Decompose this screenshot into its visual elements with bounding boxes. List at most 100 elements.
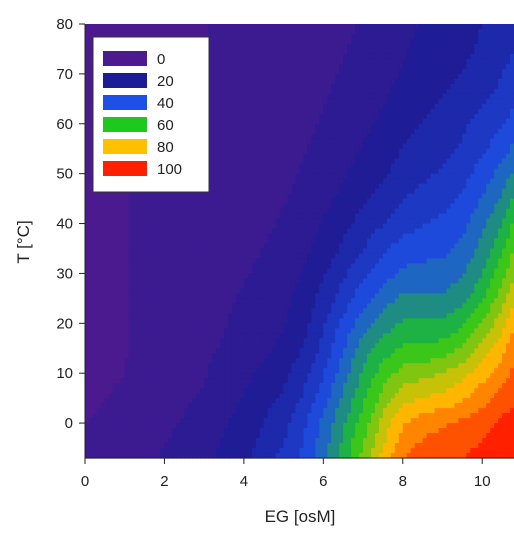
contour-cell [418, 113, 424, 120]
contour-cell [454, 118, 459, 125]
contour-cell [398, 133, 404, 140]
contour-cell [386, 53, 392, 60]
contour-cell [331, 138, 336, 145]
contour-cell [454, 183, 459, 190]
contour-cell [394, 103, 400, 110]
contour-cell [311, 63, 316, 70]
contour-cell [283, 78, 289, 85]
contour-cell [331, 24, 336, 30]
contour-cell [351, 173, 356, 180]
contour-cell [279, 128, 285, 135]
contour-cell [243, 228, 249, 235]
contour-cell [474, 78, 479, 85]
contour-cell [347, 123, 352, 130]
contour-cell [255, 98, 261, 105]
contour-cell [160, 218, 166, 225]
contour-cell [446, 33, 452, 40]
contour-cell [315, 228, 320, 235]
contour-cell [418, 243, 424, 250]
contour-cell [144, 233, 150, 240]
contour-cell [263, 143, 269, 150]
contour-cell [228, 173, 233, 180]
contour-cell [422, 163, 428, 170]
contour-cell [335, 98, 340, 105]
contour-cell [263, 113, 269, 120]
contour-cell [251, 103, 257, 110]
contour-cell [104, 238, 110, 245]
contour-cell [307, 108, 313, 115]
contour-cell [255, 143, 261, 150]
contour-cell [434, 63, 440, 70]
contour-cell [283, 103, 289, 110]
contour-cell [386, 88, 392, 95]
contour-cell [140, 223, 146, 230]
contour-cell [347, 33, 352, 40]
contour-cell [323, 168, 328, 175]
contour-cell [196, 213, 201, 220]
contour-cell [402, 173, 408, 180]
contour-cell [104, 223, 110, 230]
contour-cell [363, 24, 368, 30]
contour-cell [374, 33, 380, 40]
contour-cell [124, 198, 130, 205]
contour-cell [228, 238, 233, 245]
contour-cell [239, 248, 245, 255]
contour-cell [418, 178, 424, 185]
contour-cell [442, 68, 448, 75]
contour-cell [374, 103, 380, 110]
contour-cell [311, 138, 316, 145]
contour-cell [426, 83, 432, 90]
contour-cell [430, 163, 436, 170]
contour-cell [112, 248, 118, 255]
contour-cell [239, 88, 245, 95]
contour-cell [414, 108, 420, 115]
contour-cell [303, 73, 309, 80]
contour-cell [422, 183, 428, 190]
contour-cell [247, 83, 253, 90]
contour-cell [180, 28, 185, 35]
contour-cell [470, 78, 475, 85]
contour-cell [255, 178, 261, 185]
contour-cell [386, 243, 392, 250]
contour-cell [418, 53, 424, 60]
contour-cell [255, 53, 261, 60]
contour-cell [287, 168, 293, 175]
contour-cell [275, 218, 281, 225]
contour-cell [478, 183, 483, 190]
contour-cell [120, 253, 126, 260]
contour-cell [275, 208, 281, 215]
contour-cell [470, 153, 475, 160]
contour-cell [454, 188, 459, 195]
contour-cell [271, 248, 277, 255]
contour-cell [351, 193, 356, 200]
contour-cell [327, 78, 332, 85]
contour-cell [279, 63, 285, 70]
contour-cell [339, 233, 344, 240]
contour-cell [331, 163, 336, 170]
contour-cell [382, 68, 388, 75]
contour-cell [494, 33, 499, 40]
contour-cell [251, 173, 257, 180]
contour-cell [371, 178, 376, 185]
contour-cell [510, 118, 514, 125]
contour-cell [267, 148, 273, 155]
contour-cell [430, 73, 436, 80]
contour-cell [470, 103, 475, 110]
contour-cell [466, 178, 471, 185]
contour-cell [275, 193, 281, 200]
contour-cell [490, 78, 495, 85]
contour-cell [279, 173, 285, 180]
contour-cell [176, 253, 181, 260]
contour-cell [398, 113, 404, 120]
contour-cell [367, 183, 372, 190]
contour-cell [410, 43, 416, 50]
contour-cell [263, 213, 269, 220]
contour-cell [442, 178, 448, 185]
contour-cell [418, 73, 424, 80]
contour-cell [430, 183, 436, 190]
contour-cell [287, 138, 293, 145]
contour-cell [243, 98, 249, 105]
contour-cell [251, 68, 257, 75]
contour-cell [347, 233, 352, 240]
contour-cell [482, 33, 487, 40]
